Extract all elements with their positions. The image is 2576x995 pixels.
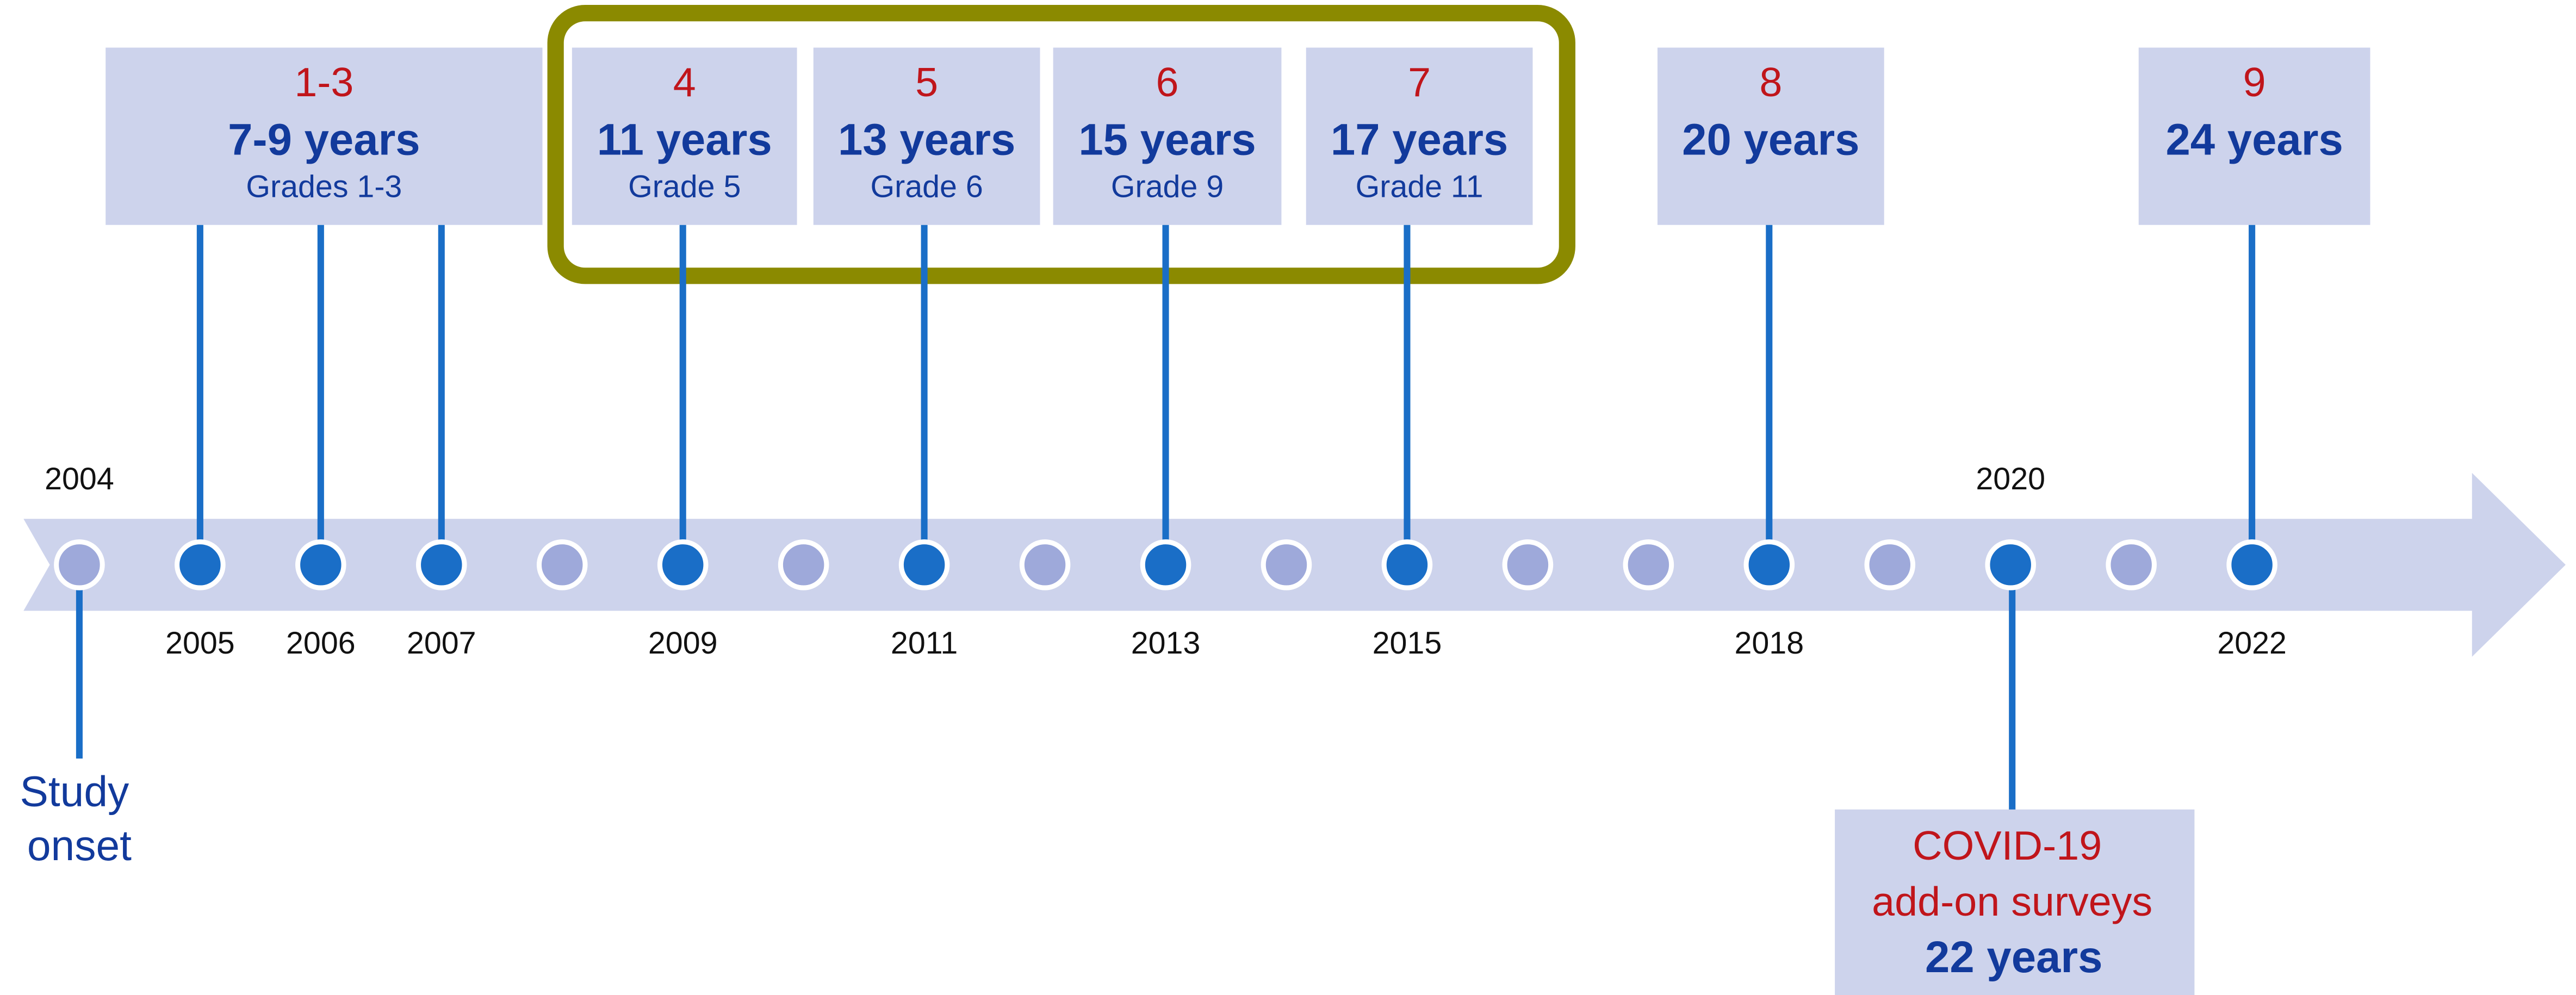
timeline-dot (295, 539, 346, 590)
timeline-dot (415, 539, 467, 590)
timeline-dot (657, 539, 709, 590)
wave-age: 7-9 years (228, 115, 420, 164)
onset-label: onset (27, 822, 132, 869)
year-label: 2015 (1373, 626, 1442, 661)
timeline-dot (1140, 539, 1191, 590)
year-label: 2022 (2217, 626, 2287, 661)
year-label: 2005 (165, 626, 235, 661)
wave-number: 8 (1759, 59, 1782, 105)
timeline-dot (536, 539, 588, 590)
wave-age: 17 years (1331, 115, 1508, 164)
year-label: 2013 (1131, 626, 1201, 661)
timeline-dot (898, 539, 950, 590)
wave-box (1306, 47, 1533, 225)
wave-grade: Grade 6 (871, 169, 983, 204)
wave-grade: Grades 1-3 (246, 169, 402, 204)
timeline-dot (1381, 539, 1433, 590)
timeline-dot (778, 539, 829, 590)
timeline-dot (1864, 539, 1916, 590)
year-label: 2011 (891, 626, 958, 661)
wave-age: 20 years (1682, 115, 1859, 164)
wave-box (572, 47, 797, 225)
covid-title: COVID-19 (1913, 823, 2102, 868)
timeline-dot (2106, 539, 2157, 590)
timeline-dot (1985, 539, 2037, 590)
wave-box (1053, 47, 1282, 225)
wave-box (105, 47, 543, 225)
wave-grade: Grade 11 (1356, 169, 1483, 204)
wave-number: 4 (673, 59, 696, 105)
wave-box (813, 47, 1040, 225)
covid-box (1835, 809, 2195, 995)
year-label: 2009 (648, 626, 718, 661)
wave-box (1657, 47, 1884, 225)
wave-number: 9 (2243, 59, 2266, 105)
covid-title: add-on surveys (1872, 879, 2152, 924)
year-label: 2020 (1976, 462, 2045, 496)
timeline-dot (54, 539, 105, 590)
year-label: 2006 (286, 626, 356, 661)
timeline-dot (1261, 539, 1312, 590)
covid-age: 22 years (1925, 932, 2102, 982)
wave-number: 1-3 (294, 59, 353, 105)
wave-grade: Grade 5 (628, 169, 741, 204)
wave-number: 6 (1156, 59, 1179, 105)
wave-number: 5 (915, 59, 938, 105)
wave-age: 15 years (1078, 115, 1256, 164)
onset-label: Study (20, 767, 129, 815)
year-label: 2018 (1734, 626, 1804, 661)
timeline-dot (175, 539, 226, 590)
timeline-dot (1502, 539, 1554, 590)
wave-age: 24 years (2165, 115, 2343, 164)
wave-number: 7 (1408, 59, 1431, 105)
timeline-dot (1743, 539, 1795, 590)
timeline-dot (2226, 539, 2277, 590)
timeline-dot (1623, 539, 1674, 590)
wave-age: 11 years (597, 115, 772, 164)
year-label: 2007 (407, 626, 476, 661)
wave-box (2138, 47, 2370, 225)
wave-age: 13 years (838, 115, 1015, 164)
year-label: 2004 (45, 462, 114, 496)
highlight-frame (547, 5, 1575, 284)
wave-grade: Grade 9 (1111, 169, 1224, 204)
timeline-dot (1019, 539, 1071, 590)
